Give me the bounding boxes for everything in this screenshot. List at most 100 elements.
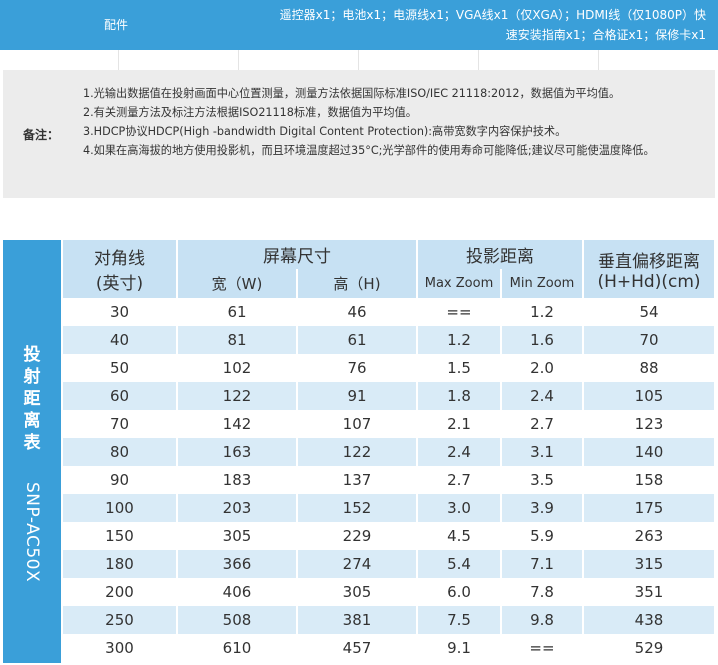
cell-min-zoom: 2.0 xyxy=(502,354,582,382)
cell-width: 81 xyxy=(178,326,296,354)
cell-offset: 529 xyxy=(584,634,714,662)
cell-height: 229 xyxy=(298,522,416,550)
cell-min-zoom: 7.8 xyxy=(502,578,582,606)
model-name: SNP-AC50X xyxy=(22,481,42,583)
cell-width: 366 xyxy=(178,550,296,578)
table-row: 100 203 152 3.0 3.9 175 xyxy=(63,494,714,522)
accessories-text: 遥控器x1；电池x1；电源线x1；VGA线x1（仅XGA）；HDMI线（仅108… xyxy=(210,5,710,45)
table-row: 90 183 137 2.7 3.5 158 xyxy=(63,466,714,494)
divider-strip xyxy=(0,50,718,70)
throw-table-body: 30 61 46 == 1.2 54 40 81 61 1.2 1.6 70 50 102 76 1.5 2.0… xyxy=(63,298,714,662)
table-row: 70 142 107 2.1 2.7 123 xyxy=(63,410,714,438)
throw-distance-table: 投射距离表 SNP-AC50X 对角线 (英寸) 屏幕尺寸 投影距离 垂直偏移距… xyxy=(3,240,716,663)
cell-max-zoom: 1.8 xyxy=(418,382,500,410)
cell-height: 305 xyxy=(298,578,416,606)
side-title: 投射距离表 xyxy=(23,345,41,453)
cell-width: 610 xyxy=(178,634,296,662)
cell-offset: 351 xyxy=(584,578,714,606)
cell-width: 406 xyxy=(178,578,296,606)
cell-min-zoom: 3.9 xyxy=(502,494,582,522)
cell-max-zoom: 1.5 xyxy=(418,354,500,382)
cell-width: 122 xyxy=(178,382,296,410)
header-width: 宽（W) xyxy=(178,269,296,298)
accessories-label: 配件 xyxy=(104,18,129,32)
cell-height: 152 xyxy=(298,494,416,522)
cell-max-zoom: 3.0 xyxy=(418,494,500,522)
cell-width: 102 xyxy=(178,354,296,382)
cell-offset: 123 xyxy=(584,410,714,438)
notes-list: 1.光输出数据值在投射画面中心位置测量，测量方法依据国际标准ISO/IEC 21… xyxy=(83,84,713,160)
cell-offset: 315 xyxy=(584,550,714,578)
cell-width: 508 xyxy=(178,606,296,634)
cell-max-zoom: 1.2 xyxy=(418,326,500,354)
cell-max-zoom: 2.7 xyxy=(418,466,500,494)
cell-offset: 54 xyxy=(584,298,714,326)
cell-max-zoom: 4.5 xyxy=(418,522,500,550)
header-offset: 垂直偏移距离 (H+Hd)(cm) xyxy=(584,240,714,298)
notes-section: 备注： 1.光输出数据值在投射画面中心位置测量，测量方法依据国际标准ISO/IE… xyxy=(3,70,715,198)
cell-offset: 70 xyxy=(584,326,714,354)
table-row: 60 122 91 1.8 2.4 105 xyxy=(63,382,714,410)
cell-height: 61 xyxy=(298,326,416,354)
cell-width: 305 xyxy=(178,522,296,550)
cell-height: 122 xyxy=(298,438,416,466)
table-row: 300 610 457 9.1 == 529 xyxy=(63,634,714,662)
header-height: 高（H) xyxy=(298,269,416,298)
header-offset-label: 垂直偏移距离 xyxy=(598,251,700,272)
table-row: 150 305 229 4.5 5.9 263 xyxy=(63,522,714,550)
note-item: 1.光输出数据值在投射画面中心位置测量，测量方法依据国际标准ISO/IEC 21… xyxy=(83,87,621,100)
notes-label: 备注： xyxy=(23,128,60,142)
table-row: 40 81 61 1.2 1.6 70 xyxy=(63,326,714,354)
cell-width: 163 xyxy=(178,438,296,466)
cell-offset: 88 xyxy=(584,354,714,382)
accessories-line-1: 遥控器x1；电池x1；电源线x1；VGA线x1（仅XGA）；HDMI线（仅108… xyxy=(279,8,706,22)
cell-offset: 263 xyxy=(584,522,714,550)
cell-height: 107 xyxy=(298,410,416,438)
note-item: 2.有关测量方法及标注方法根据ISO21118标准，数据值为平均值。 xyxy=(83,106,417,119)
cell-height: 274 xyxy=(298,550,416,578)
cell-height: 46 xyxy=(298,298,416,326)
note-item: 4.如果在高海拔的地方使用投影机，而且环境温度超过35°C;光学部件的使用寿命可… xyxy=(83,144,655,157)
cell-height: 137 xyxy=(298,466,416,494)
cell-height: 91 xyxy=(298,382,416,410)
cell-diagonal: 100 xyxy=(63,494,176,522)
cell-max-zoom: 2.4 xyxy=(418,438,500,466)
cell-diagonal: 60 xyxy=(63,382,176,410)
header-throw-distance: 投影距离 xyxy=(418,240,582,269)
cell-diagonal: 30 xyxy=(63,298,176,326)
cell-max-zoom: 6.0 xyxy=(418,578,500,606)
header-min-zoom: Min Zoom xyxy=(502,269,582,298)
cell-min-zoom: 5.9 xyxy=(502,522,582,550)
cell-diagonal: 90 xyxy=(63,466,176,494)
header-max-zoom: Max Zoom xyxy=(418,269,500,298)
cell-diagonal: 40 xyxy=(63,326,176,354)
cell-min-zoom: 2.4 xyxy=(502,382,582,410)
header-offset-unit: (H+Hd)(cm) xyxy=(597,271,701,292)
cell-min-zoom: 7.1 xyxy=(502,550,582,578)
header-diagonal: 对角线 (英寸) xyxy=(63,240,176,298)
cell-min-zoom: 3.1 xyxy=(502,438,582,466)
table-row: 80 163 122 2.4 3.1 140 xyxy=(63,438,714,466)
header-diagonal-label: 对角线 xyxy=(94,249,145,269)
table-row: 50 102 76 1.5 2.0 88 xyxy=(63,354,714,382)
cell-diagonal: 250 xyxy=(63,606,176,634)
cell-max-zoom: 2.1 xyxy=(418,410,500,438)
accessories-bar: 配件 遥控器x1；电池x1；电源线x1；VGA线x1（仅XGA）；HDMI线（仅… xyxy=(0,0,718,50)
cell-max-zoom: 9.1 xyxy=(418,634,500,662)
cell-diagonal: 200 xyxy=(63,578,176,606)
cell-width: 61 xyxy=(178,298,296,326)
cell-diagonal: 180 xyxy=(63,550,176,578)
cell-min-zoom: == xyxy=(502,634,582,662)
cell-min-zoom: 9.8 xyxy=(502,606,582,634)
cell-offset: 438 xyxy=(584,606,714,634)
cell-diagonal: 150 xyxy=(63,522,176,550)
cell-max-zoom: 5.4 xyxy=(418,550,500,578)
cell-width: 142 xyxy=(178,410,296,438)
cell-offset: 105 xyxy=(584,382,714,410)
cell-min-zoom: 1.6 xyxy=(502,326,582,354)
cell-height: 457 xyxy=(298,634,416,662)
cell-min-zoom: 1.2 xyxy=(502,298,582,326)
cell-offset: 175 xyxy=(584,494,714,522)
cell-max-zoom: == xyxy=(418,298,500,326)
cell-height: 381 xyxy=(298,606,416,634)
